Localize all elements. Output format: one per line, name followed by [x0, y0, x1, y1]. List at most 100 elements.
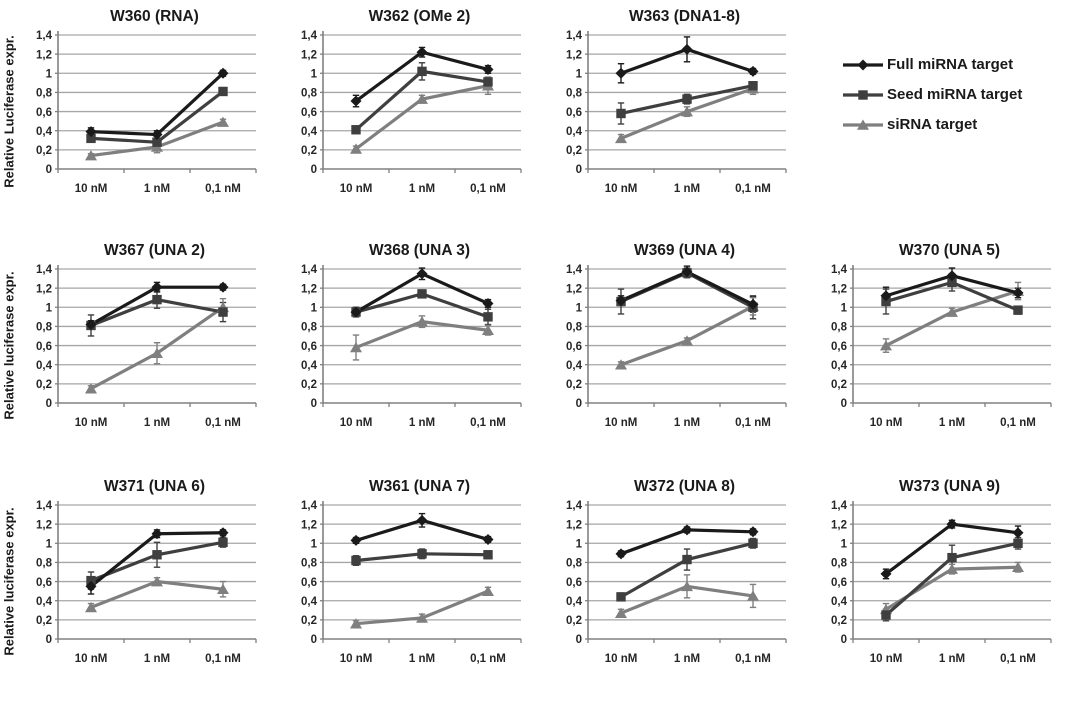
svg-text:0,2: 0,2: [36, 379, 52, 391]
svg-text:10 nM: 10 nM: [870, 653, 903, 665]
chart-title-w370: W370 (UNA 5): [898, 242, 1001, 259]
svg-text:1,2: 1,2: [36, 519, 52, 531]
chart-panel-w372: W372 (UNA 8) 0 0,2 0,4 0,6 0,8 1 1,2 1,4 10 nM 1 …: [530, 478, 795, 678]
svg-text:10 nM: 10 nM: [605, 417, 638, 429]
svg-text:1,4: 1,4: [301, 500, 318, 512]
chart-title-w362: W362 (OMe 2): [368, 8, 471, 25]
svg-text:0,8: 0,8: [831, 322, 848, 334]
legend-label: siRNA target: [887, 116, 978, 133]
y-axis-label: Relative luciferase expr.: [1, 271, 17, 420]
chart-panel-w360: Relative Luciferase expr. W360 (RNA) 0 0,…: [0, 8, 265, 208]
svg-text:1,2: 1,2: [301, 519, 317, 531]
svg-text:1: 1: [841, 538, 848, 550]
chart-canvas-w373: 0 0,2 0,4 0,6 0,8 1 1,2 1,4 10 nM 1 nM 0,1 nM: [831, 500, 1052, 665]
chart-title-w372: W372 (UNA 8): [633, 478, 736, 495]
chart-panel-w371: Relative luciferase expr. W371 (UNA 6) 0…: [0, 478, 265, 678]
svg-text:1 nM: 1 nM: [409, 653, 435, 665]
y-axis-label-slot: Relative Luciferase expr.: [0, 8, 18, 208]
svg-text:0,8: 0,8: [301, 88, 318, 100]
svg-text:0,6: 0,6: [566, 341, 582, 353]
svg-text:1,2: 1,2: [831, 519, 847, 531]
chart-panel-w367: Relative luciferase expr. W367 (UNA 2) 0…: [0, 242, 265, 442]
svg-text:0,2: 0,2: [566, 145, 582, 157]
svg-text:0: 0: [576, 398, 582, 410]
svg-text:10 nM: 10 nM: [340, 183, 373, 195]
legend: Full miRNA target Seed miRNA target siRN…: [795, 8, 1080, 133]
svg-text:0,6: 0,6: [566, 577, 582, 589]
svg-text:1 nM: 1 nM: [409, 417, 435, 429]
svg-text:10 nM: 10 nM: [75, 417, 108, 429]
svg-text:0,8: 0,8: [36, 322, 53, 334]
svg-text:10 nM: 10 nM: [340, 653, 373, 665]
svg-text:1 nM: 1 nM: [144, 417, 170, 429]
svg-text:0,4: 0,4: [301, 126, 318, 138]
svg-text:1: 1: [576, 302, 583, 314]
svg-text:0,1 nM: 0,1 nM: [735, 417, 771, 429]
svg-text:0: 0: [841, 398, 847, 410]
svg-text:0,2: 0,2: [301, 145, 317, 157]
svg-text:0,8: 0,8: [36, 88, 53, 100]
chart-title-w373: W373 (UNA 9): [898, 478, 1001, 495]
svg-text:1,4: 1,4: [36, 30, 53, 42]
legend-label: Full miRNA target: [887, 56, 1014, 73]
svg-text:0,2: 0,2: [566, 615, 582, 627]
chart-row-2: Relative luciferase expr. W367 (UNA 2) 0…: [0, 208, 1080, 442]
svg-text:0,2: 0,2: [566, 379, 582, 391]
svg-text:0,6: 0,6: [36, 577, 52, 589]
svg-text:0,1 nM: 0,1 nM: [735, 183, 771, 195]
svg-text:10 nM: 10 nM: [75, 653, 108, 665]
svg-text:0,6: 0,6: [566, 107, 582, 119]
legend-label: Seed miRNA target: [887, 86, 1023, 103]
svg-text:0: 0: [311, 634, 317, 646]
svg-text:10 nM: 10 nM: [340, 417, 373, 429]
chart-panel-w370: W370 (UNA 5) 0 0,2 0,4 0,6 0,8 1 1,2 1,4 10 nM 1 …: [795, 242, 1060, 442]
legend-item-sirna: siRNA target: [841, 116, 1080, 133]
svg-text:1,2: 1,2: [36, 283, 52, 295]
svg-text:0,6: 0,6: [831, 341, 847, 353]
y-axis-label-slot: Relative luciferase expr.: [0, 478, 18, 678]
svg-text:0,4: 0,4: [301, 596, 318, 608]
svg-text:0,4: 0,4: [831, 360, 848, 372]
chart-panel-w361: W361 (UNA 7) 0 0,2 0,4 0,6 0,8 1 1,2 1,4 10 nM 1 …: [265, 478, 530, 678]
svg-text:0,8: 0,8: [831, 558, 848, 570]
svg-text:0: 0: [46, 398, 52, 410]
svg-text:1 nM: 1 nM: [674, 183, 700, 195]
svg-text:0,4: 0,4: [301, 360, 318, 372]
legend-item-seed-mirna: Seed miRNA target: [841, 86, 1080, 103]
chart-row-3: Relative luciferase expr. W371 (UNA 6) 0…: [0, 442, 1080, 678]
svg-text:1 nM: 1 nM: [939, 653, 965, 665]
seed-mirna-marker-icon: [843, 89, 883, 100]
svg-text:1: 1: [46, 68, 53, 80]
svg-text:0,1 nM: 0,1 nM: [1000, 417, 1036, 429]
svg-text:1,4: 1,4: [301, 264, 318, 276]
svg-text:1,4: 1,4: [831, 500, 848, 512]
svg-text:1,4: 1,4: [566, 264, 583, 276]
svg-text:0,4: 0,4: [566, 360, 583, 372]
chart-canvas-w362: 0 0,2 0,4 0,6 0,8 1 1,2 1,4 10 nM 1 nM 0,1 nM: [301, 30, 522, 195]
chart-canvas-w361: 0 0,2 0,4 0,6 0,8 1 1,2 1,4 10 nM 1 nM 0,1 nM: [301, 500, 522, 665]
svg-text:0,1 nM: 0,1 nM: [205, 653, 241, 665]
svg-text:1,2: 1,2: [566, 519, 582, 531]
svg-text:0,4: 0,4: [36, 360, 53, 372]
chart-panel-w368: W368 (UNA 3) 0 0,2 0,4 0,6 0,8 1 1,2 1,4 10 nM 1 …: [265, 242, 530, 442]
chart-canvas-w367: 0 0,2 0,4 0,6 0,8 1 1,2 1,4 10 nM 1 nM 0,1 nM: [36, 264, 257, 429]
chart-title-w363: W363 (DNA1-8): [628, 8, 741, 25]
svg-text:0,6: 0,6: [36, 341, 52, 353]
svg-text:0,8: 0,8: [36, 558, 53, 570]
svg-text:0,6: 0,6: [36, 107, 52, 119]
chart-title-w360: W360 (RNA): [110, 8, 199, 25]
svg-text:0,6: 0,6: [301, 341, 317, 353]
svg-text:0,4: 0,4: [36, 596, 53, 608]
svg-text:10 nM: 10 nM: [75, 183, 108, 195]
svg-text:1 nM: 1 nM: [674, 417, 700, 429]
svg-text:1: 1: [576, 68, 583, 80]
svg-text:0: 0: [576, 164, 582, 176]
svg-text:0,1 nM: 0,1 nM: [735, 653, 771, 665]
svg-text:1: 1: [841, 302, 848, 314]
svg-text:1,2: 1,2: [36, 49, 52, 61]
chart-row-1: Relative Luciferase expr. W360 (RNA) 0 0,…: [0, 0, 1080, 208]
svg-text:0,2: 0,2: [301, 379, 317, 391]
svg-text:1,2: 1,2: [566, 283, 582, 295]
svg-text:0,4: 0,4: [566, 596, 583, 608]
